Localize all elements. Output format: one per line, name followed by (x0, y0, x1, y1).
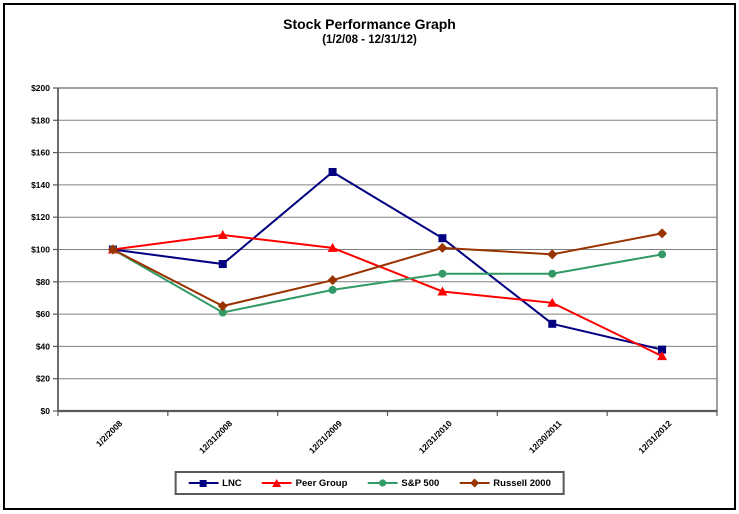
y-axis-label: $80 (36, 277, 50, 287)
legend-marker-s-p-500-icon (367, 479, 398, 487)
series-marker-s-p-500 (328, 285, 337, 294)
series-marker-s-p-500 (658, 250, 667, 259)
legend-label: Peer Group (295, 477, 348, 489)
legend-marker-lnc-icon (188, 480, 219, 487)
series-marker-s-p-500 (218, 308, 227, 317)
legend-marker-peer-group-icon (261, 479, 292, 487)
series-marker-peer-group (547, 297, 558, 307)
series-marker-russell-2000 (217, 301, 228, 312)
legend-item-russell-2000: Russell 2000 (459, 477, 551, 489)
series-marker-peer-group (657, 351, 668, 361)
chart-subtitle: (1/2/08 - 12/31/12) (322, 34, 417, 46)
y-axis-label: $100 (31, 245, 50, 255)
y-axis-label: $200 (31, 83, 50, 93)
y-axis-label: $20 (36, 374, 50, 384)
y-axis-label: $180 (31, 115, 50, 125)
series-marker-russell-2000 (107, 244, 118, 255)
legend: LNC Peer Group S&P 500 Russell 2000 (174, 471, 565, 495)
series-marker-lnc (438, 234, 447, 243)
legend-label: Russell 2000 (493, 477, 551, 489)
x-axis-label: 12/31/2009 (307, 418, 344, 455)
series-marker-lnc (328, 167, 337, 176)
x-axis-label: 12/31/2008 (197, 418, 234, 455)
series-marker-peer-group (437, 286, 448, 296)
chart-title: Stock Performance Graph (283, 16, 456, 32)
y-axis-label: $160 (31, 148, 50, 158)
legend-item-s-p-500: S&P 500 (367, 477, 439, 489)
x-axis-label: 12/31/2010 (417, 418, 454, 455)
series-marker-lnc (218, 260, 227, 269)
x-axis-label: 12/31/2012 (636, 418, 673, 455)
y-axis-label: $0 (41, 406, 51, 416)
legend-marker-russell-2000-icon (459, 478, 490, 488)
legend-label: S&P 500 (401, 477, 440, 489)
legend-label: LNC (222, 477, 242, 489)
series-marker-russell-2000 (547, 249, 558, 260)
y-axis-label: $60 (36, 309, 50, 319)
series-marker-russell-2000 (657, 228, 668, 239)
y-axis-label: $40 (36, 341, 50, 351)
x-axis-label: 1/2/2008 (94, 418, 125, 449)
y-axis-label: $140 (31, 180, 50, 190)
y-axis-label: $120 (31, 212, 50, 222)
series-line-russell-2000 (112, 232, 663, 308)
series-line-peer-group (112, 233, 663, 357)
series-marker-peer-group (327, 242, 338, 252)
series-marker-lnc (658, 345, 667, 354)
series-marker-russell-2000 (327, 275, 338, 286)
legend-item-lnc: LNC (188, 477, 242, 489)
series-marker-s-p-500 (438, 269, 447, 278)
series-marker-russell-2000 (437, 242, 448, 253)
legend-item-peer-group: Peer Group (261, 477, 348, 489)
series-line-s-p-500 (112, 248, 663, 314)
x-axis-label: 12/30/2011 (527, 418, 564, 455)
series-marker-lnc (548, 319, 557, 328)
series-marker-s-p-500 (548, 269, 557, 278)
series-marker-peer-group (217, 229, 228, 239)
series-line-lnc (112, 170, 663, 351)
